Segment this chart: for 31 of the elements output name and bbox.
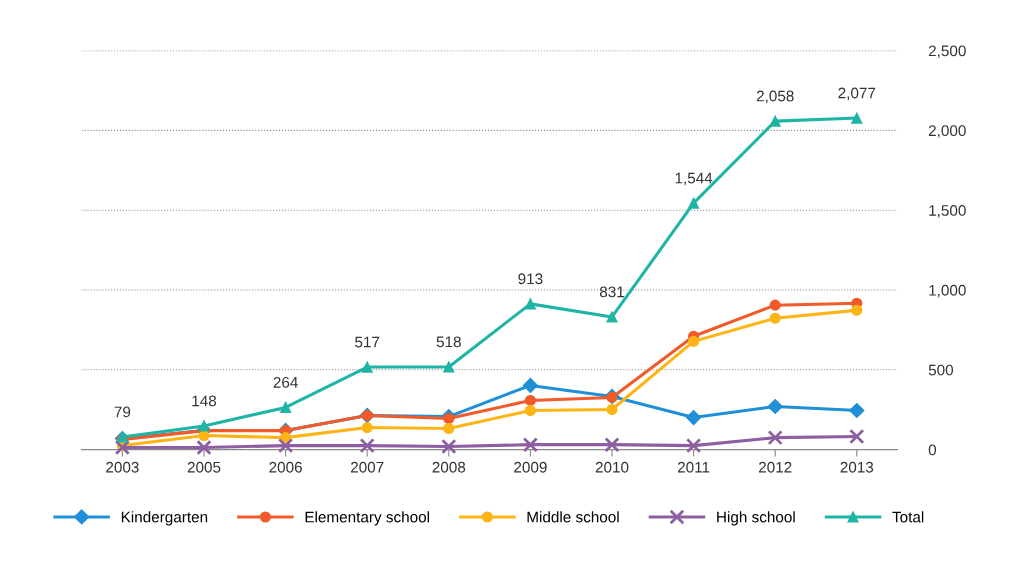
x-tick-label: 2006 xyxy=(269,461,302,473)
x-tick-label: 2010 xyxy=(595,461,629,473)
x-tick-label: 2008 xyxy=(432,461,466,473)
data-label: 913 xyxy=(518,273,543,285)
y-tick-label: 2,000 xyxy=(928,125,966,138)
y-tick-label: 2,500 xyxy=(928,45,966,59)
data-label: 517 xyxy=(355,336,380,348)
data-label: 2,077 xyxy=(838,87,876,101)
x-tick-label: 2003 xyxy=(106,461,139,473)
x-tick-label: 2007 xyxy=(350,461,384,473)
y-tick-label: 500 xyxy=(928,364,954,376)
data-label: 264 xyxy=(273,376,298,388)
y-tick-label: 1,500 xyxy=(929,205,966,218)
x-tick-label: 2009 xyxy=(514,461,547,473)
legend-label: Kindergarten xyxy=(121,511,208,526)
legend-label: Elementary school xyxy=(305,511,430,526)
data-label: 1,544 xyxy=(675,172,713,186)
legend-label: Middle school xyxy=(527,511,619,523)
data-label: 148 xyxy=(192,395,217,407)
y-tick-label: 0 xyxy=(928,444,937,456)
data-label: 2,058 xyxy=(756,90,794,104)
data-label: 831 xyxy=(599,286,624,298)
data-label: 518 xyxy=(436,336,461,348)
x-tick-label: 2012 xyxy=(758,461,792,473)
x-tick-label: 2005 xyxy=(187,461,221,473)
x-tick-label: 2013 xyxy=(840,461,874,473)
y-tick-label: 1,000 xyxy=(929,284,966,298)
data-label: 79 xyxy=(114,406,131,418)
legend-label: Total xyxy=(892,511,924,523)
x-tick-label: 2011 xyxy=(677,461,710,473)
legend-label: High school xyxy=(717,511,795,526)
